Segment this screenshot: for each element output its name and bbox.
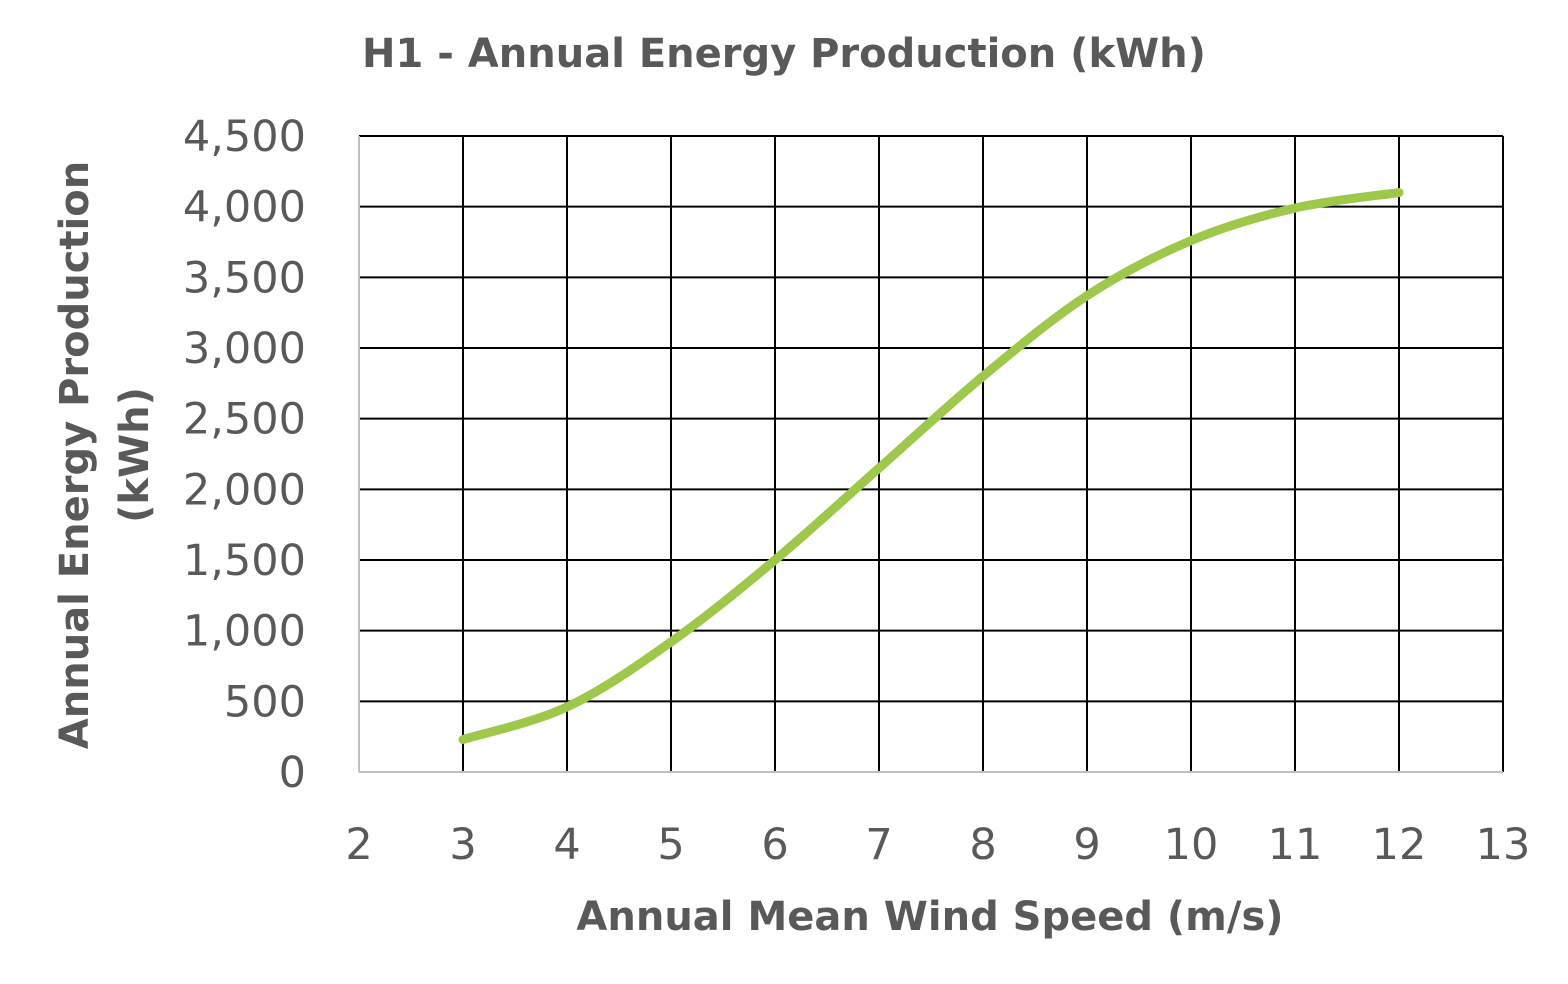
series <box>458 188 1404 744</box>
x-tick-label: 13 <box>1476 820 1531 870</box>
x-tick-label: 3 <box>449 820 476 870</box>
y-axis-title: Annual Energy Production (kWh) <box>52 161 158 749</box>
x-tick-label: 5 <box>657 820 684 870</box>
x-tick-label: 2 <box>345 820 372 870</box>
y-tick-label: 4,500 <box>183 112 306 162</box>
y-tick-label: 3,500 <box>183 253 306 303</box>
chart-title: H1 - Annual Energy Production (kWh) <box>362 31 1206 77</box>
y-tick-label: 3,000 <box>183 324 306 374</box>
y-tick-label: 500 <box>224 677 306 727</box>
x-tick-label: 9 <box>1073 820 1100 870</box>
y-tick-label: 1,000 <box>183 607 306 657</box>
series-line <box>458 188 1404 744</box>
y-tick-labels: 0 500 1,000 1,500 2,000 2,500 3,000 3,500 4,000 4… <box>183 112 306 798</box>
x-tick-label: 8 <box>969 820 996 870</box>
axes <box>358 136 1503 773</box>
y-tick-label: 2,500 <box>183 395 306 445</box>
y-tick-label: 2,000 <box>183 465 306 515</box>
x-tick-label: 7 <box>865 820 892 870</box>
x-tick-label: 4 <box>553 820 580 870</box>
x-axis-title: Annual Mean Wind Speed (m/s) <box>576 894 1283 940</box>
x-tick-label: 12 <box>1372 820 1427 870</box>
y-tick-label: 1,500 <box>183 536 306 586</box>
y-axis-title-line-1: Annual Energy Production <box>52 161 98 749</box>
y-tick-label: 4,000 <box>183 183 306 233</box>
x-tick-label: 6 <box>761 820 788 870</box>
y-tick-label: 0 <box>279 748 306 798</box>
x-tick-labels: 2 3 4 5 6 7 8 9 10 11 12 13 <box>345 820 1530 870</box>
x-tick-label: 10 <box>1164 820 1219 870</box>
x-tick-label: 11 <box>1268 820 1323 870</box>
y-axis-title-line-2: (kWh) <box>112 387 158 523</box>
grid-lines <box>359 135 1504 772</box>
